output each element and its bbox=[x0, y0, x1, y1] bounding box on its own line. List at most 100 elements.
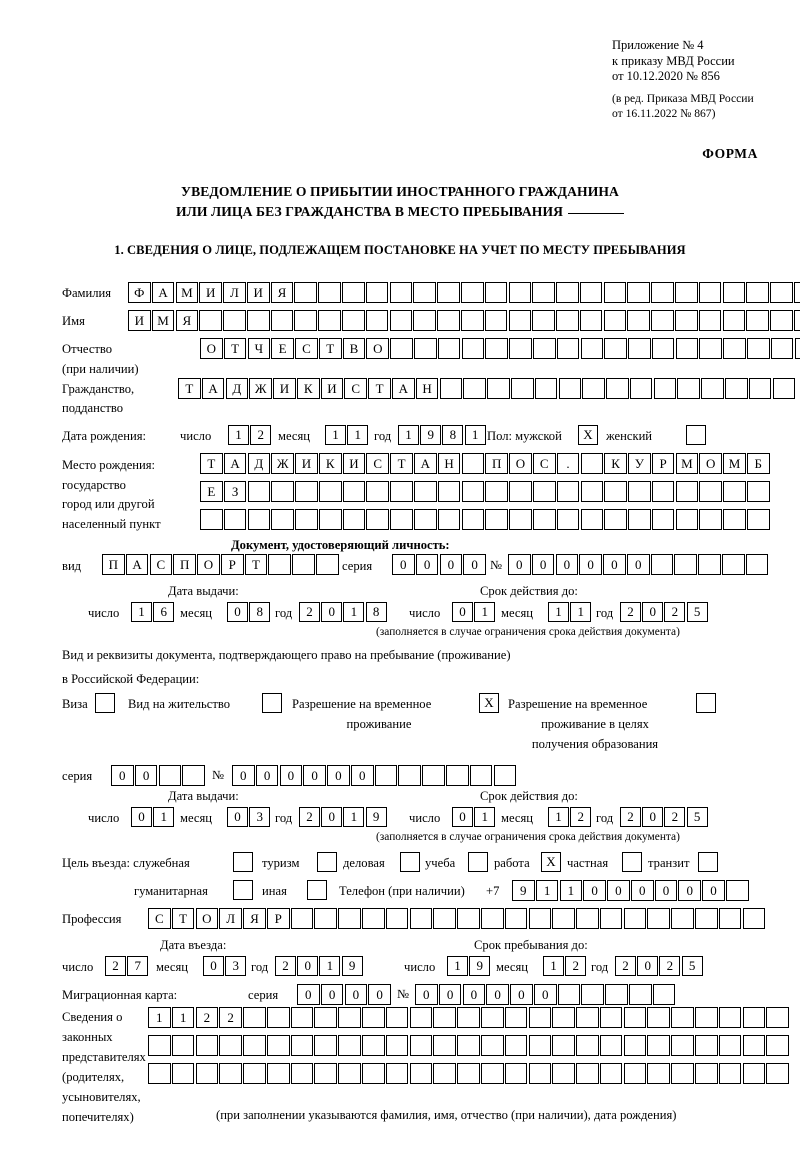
char-cell[interactable] bbox=[628, 509, 651, 530]
char-cell[interactable] bbox=[292, 554, 315, 575]
char-cell[interactable] bbox=[628, 481, 651, 502]
char-cell[interactable] bbox=[701, 378, 724, 399]
char-cell[interactable] bbox=[532, 310, 555, 331]
char-cell[interactable]: 0 bbox=[344, 984, 368, 1005]
char-cell[interactable]: 2 bbox=[659, 956, 681, 976]
char-cell[interactable]: 5 bbox=[686, 807, 708, 827]
char-cell[interactable] bbox=[485, 481, 508, 502]
char-cell[interactable] bbox=[718, 1063, 742, 1084]
char-cell[interactable]: 0 bbox=[607, 880, 630, 901]
char-cell[interactable] bbox=[219, 1035, 242, 1056]
char-cell[interactable]: 0 bbox=[533, 984, 557, 1005]
char-cell[interactable]: 2 bbox=[620, 807, 641, 827]
char-cell[interactable] bbox=[510, 378, 534, 399]
char-cell[interactable] bbox=[342, 509, 366, 530]
checkbox-residence-permit[interactable] bbox=[262, 693, 282, 713]
char-cell[interactable] bbox=[314, 1007, 338, 1028]
char-cell[interactable] bbox=[270, 310, 294, 331]
char-cell[interactable] bbox=[674, 282, 698, 303]
char-cell[interactable] bbox=[148, 1063, 171, 1084]
char-cell[interactable]: Ч bbox=[247, 338, 271, 359]
char-cell[interactable] bbox=[318, 509, 342, 530]
char-cell[interactable]: 0 bbox=[531, 554, 555, 575]
char-cell[interactable] bbox=[148, 1035, 171, 1056]
char-cell[interactable]: М bbox=[151, 310, 175, 331]
char-cell[interactable] bbox=[532, 481, 556, 502]
char-cell[interactable]: А bbox=[125, 554, 149, 575]
char-cell[interactable] bbox=[446, 765, 469, 786]
char-cell[interactable] bbox=[414, 338, 437, 359]
char-cell[interactable]: 0 bbox=[368, 984, 391, 1005]
char-cell[interactable] bbox=[314, 1063, 338, 1084]
char-cell[interactable] bbox=[508, 282, 532, 303]
checkbox-purpose-official[interactable] bbox=[233, 852, 253, 872]
char-cell[interactable] bbox=[219, 1063, 242, 1084]
char-cell[interactable]: Я bbox=[243, 908, 266, 929]
char-cell[interactable]: А bbox=[223, 453, 247, 474]
char-cell[interactable]: 8 bbox=[365, 602, 387, 622]
char-cell[interactable]: Ф bbox=[128, 282, 151, 303]
checkbox-temp-residence[interactable]: X bbox=[479, 693, 499, 713]
char-cell[interactable] bbox=[457, 1063, 480, 1084]
char-cell[interactable] bbox=[437, 282, 460, 303]
char-cell[interactable]: 1 bbox=[548, 807, 569, 827]
char-cell[interactable]: 0 bbox=[463, 554, 486, 575]
char-cell[interactable]: П bbox=[173, 554, 196, 575]
char-cell[interactable] bbox=[556, 481, 580, 502]
char-cell[interactable] bbox=[599, 1063, 623, 1084]
checkbox-purpose-humanitarian[interactable] bbox=[233, 880, 253, 900]
char-cell[interactable] bbox=[793, 282, 800, 303]
checkbox-purpose-private[interactable] bbox=[622, 852, 642, 872]
char-cell[interactable] bbox=[528, 1007, 552, 1028]
char-cell[interactable] bbox=[362, 1063, 385, 1084]
char-cell[interactable]: Т bbox=[318, 338, 342, 359]
char-cell[interactable] bbox=[694, 1007, 718, 1028]
char-cell[interactable] bbox=[509, 509, 532, 530]
char-cell[interactable]: 0 bbox=[438, 984, 462, 1005]
char-cell[interactable]: Т bbox=[171, 908, 195, 929]
char-cell[interactable] bbox=[461, 481, 485, 502]
char-cell[interactable] bbox=[674, 554, 698, 575]
char-cell[interactable]: 0 bbox=[452, 602, 473, 622]
char-cell[interactable] bbox=[627, 310, 650, 331]
char-cell[interactable]: . bbox=[556, 453, 580, 474]
char-cell[interactable] bbox=[493, 765, 517, 786]
char-cell[interactable] bbox=[772, 378, 796, 399]
char-cell[interactable] bbox=[556, 282, 579, 303]
char-cell[interactable] bbox=[409, 1035, 433, 1056]
char-cell[interactable] bbox=[694, 1063, 718, 1084]
char-cell[interactable]: 2 bbox=[615, 956, 636, 976]
char-cell[interactable] bbox=[746, 310, 769, 331]
char-cell[interactable]: М bbox=[723, 453, 746, 474]
char-cell[interactable] bbox=[698, 310, 722, 331]
char-cell[interactable] bbox=[694, 908, 718, 929]
char-cell[interactable] bbox=[628, 338, 651, 359]
char-cell[interactable]: 0 bbox=[134, 765, 158, 786]
char-cell[interactable]: Т bbox=[223, 338, 247, 359]
char-cell[interactable] bbox=[362, 1035, 385, 1056]
char-cell[interactable] bbox=[675, 509, 699, 530]
char-cell[interactable] bbox=[158, 765, 182, 786]
input-legal-rep-row3[interactable] bbox=[148, 1063, 790, 1084]
char-cell[interactable] bbox=[647, 908, 670, 929]
char-cell[interactable]: 0 bbox=[452, 807, 473, 827]
char-cell[interactable]: 0 bbox=[297, 984, 320, 1005]
char-cell[interactable]: 0 bbox=[583, 880, 606, 901]
char-cell[interactable]: 2 bbox=[275, 956, 296, 976]
char-cell[interactable]: С bbox=[148, 908, 171, 929]
char-cell[interactable]: 9 bbox=[365, 807, 387, 827]
char-cell[interactable]: 0 bbox=[232, 765, 255, 786]
char-cell[interactable] bbox=[623, 1035, 647, 1056]
char-cell[interactable] bbox=[195, 1063, 219, 1084]
char-cell[interactable]: О bbox=[509, 453, 532, 474]
char-cell[interactable] bbox=[694, 1035, 718, 1056]
char-cell[interactable]: 1 bbox=[347, 425, 369, 445]
char-cell[interactable] bbox=[604, 338, 627, 359]
char-cell[interactable] bbox=[295, 481, 318, 502]
char-cell[interactable] bbox=[746, 509, 770, 530]
